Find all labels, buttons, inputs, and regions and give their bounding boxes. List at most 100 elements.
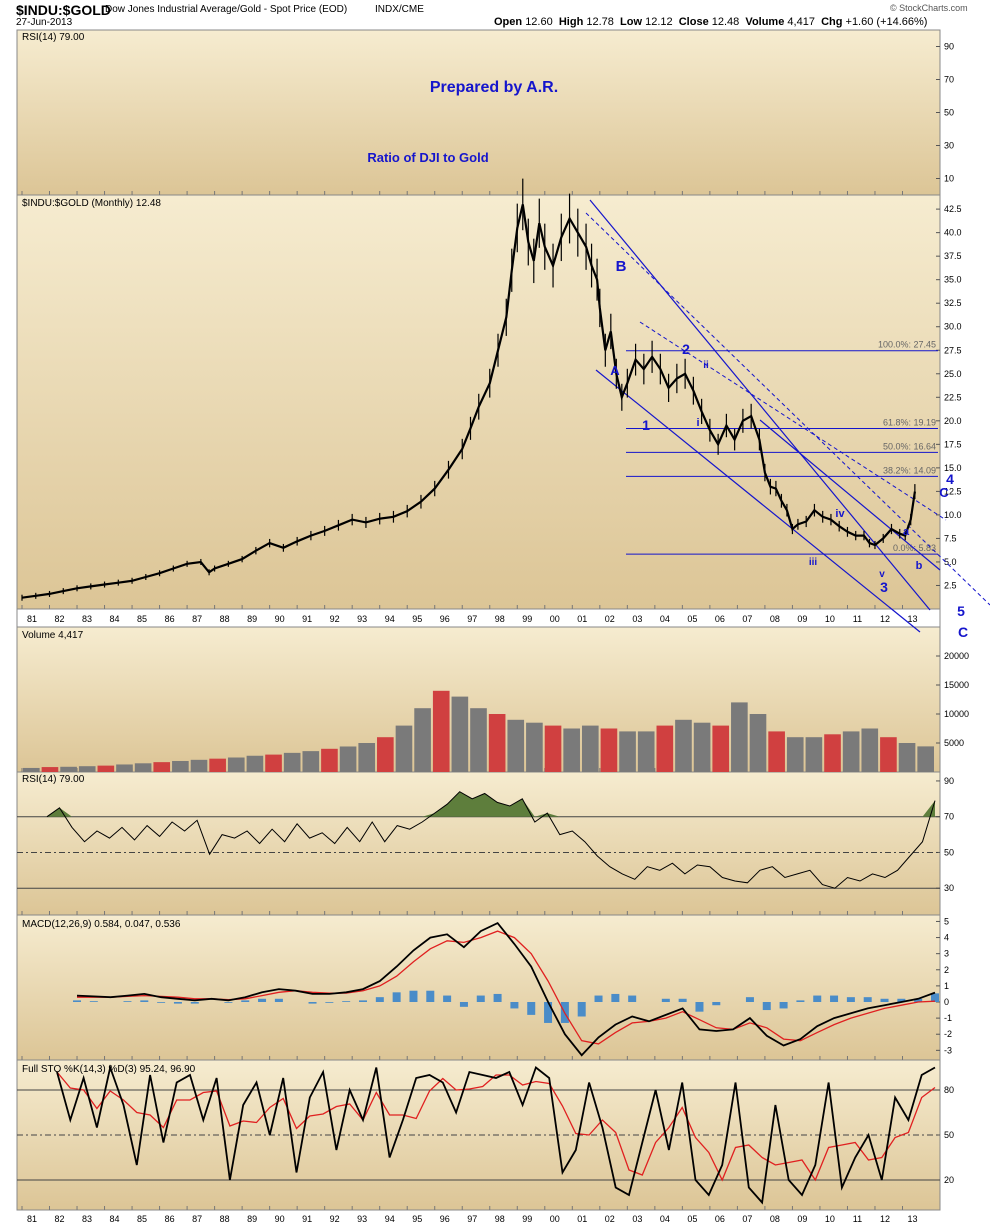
x-tick-label: 13 [907,614,917,624]
macd-histogram-bar [880,998,889,1002]
x-tick-label-bottom: 85 [137,1214,147,1224]
fib-level-label: 61.8%: 19.19 [883,417,936,427]
macd-histogram-bar [241,1000,250,1002]
wave-label: 1 [642,417,650,433]
volume-bar [805,737,823,772]
y-tick-label: 2 [944,965,949,975]
volume-bar [470,708,487,772]
x-tick-label-bottom: 08 [770,1214,780,1224]
wave-label: 5 [957,603,965,619]
y-tick-label: 5 [944,916,949,926]
y-tick-label: 70 [944,812,954,822]
volume-bar [321,748,338,772]
x-tick-label-bottom: 04 [660,1214,670,1224]
y-tick-label: 0 [944,997,949,1007]
macd-histogram-bar [493,993,502,1002]
x-tick-label: 81 [27,614,37,624]
macd-histogram-bar [157,1002,166,1003]
y-tick-label: 50 [944,108,954,118]
wave-label: a [903,526,910,538]
volume-bar [656,725,674,772]
macd-histogram-bar [527,1002,536,1015]
x-tick-label: 86 [165,614,175,624]
panel-full-sto [16,1059,941,1211]
volume-bar [544,725,562,772]
macd-histogram-bar [459,1002,468,1007]
x-tick-label-bottom: 11 [853,1214,862,1224]
panel-rsi-top [16,29,941,196]
y-tick-label: 90 [944,776,954,786]
x-tick-label-bottom: 86 [165,1214,175,1224]
y-tick-label: 32.5 [944,298,962,308]
y-tick-label: -1 [944,1013,952,1023]
volume-bar [395,725,413,772]
volume-bar [898,743,916,772]
exchange-label: INDX/CME [375,4,424,15]
macd-histogram-bar [863,997,872,1002]
x-tick-label-bottom: 13 [907,1214,917,1224]
volume-bar [712,725,730,772]
macd-histogram-bar [359,1000,367,1002]
y-tick-label: 35.0 [944,275,962,285]
sto-legend-label: Full STO %K(14,3) %D(3) 95.24, 96.90 [22,1064,196,1075]
volume-bar [581,725,599,772]
x-tick-label: 00 [550,614,560,624]
volume-bar [153,762,171,772]
x-tick-label: 92 [330,614,340,624]
trendline-upper [589,199,931,611]
volume-bar [675,719,692,772]
rsi-top-legend: RSI(14) 79.00 [22,32,85,43]
volume-bar [172,760,189,772]
volume-bar [41,767,59,772]
volume-bar [637,731,655,772]
volume-bar [749,714,767,772]
wave-label: A [610,363,620,378]
y-tick-label: 5.0 [944,557,957,567]
macd-histogram-bar [762,1002,771,1011]
volume-bar [209,758,226,772]
macd-histogram-bar [73,1000,81,1002]
wave-label: B [616,258,627,275]
change-value: +1.60 (+14.66%) [845,16,928,28]
macd-histogram-bar [375,997,384,1002]
wave-label: C [958,624,968,640]
y-tick-label: 70 [944,75,954,85]
volume-bar [358,743,376,772]
macd-histogram-bar [258,998,267,1002]
volume-bar [78,766,96,772]
x-tick-label-bottom: 81 [27,1214,37,1224]
y-tick-label: -3 [944,1045,952,1055]
y-tick-label: 25.0 [944,369,962,379]
macd-histogram-bar [796,1000,805,1002]
macd-histogram-bar [89,1001,98,1002]
macd-histogram-bar [426,990,435,1002]
volume-bar [227,757,245,772]
macd-histogram-bar [476,995,485,1002]
high-value: 12.78 [586,16,614,28]
open-value: 12.60 [525,16,553,28]
macd-histogram-bar [931,993,939,1002]
volume-bar [377,737,394,772]
y-tick-label: 30.0 [944,322,962,332]
volume-bar [880,737,897,772]
y-tick-label: 50 [944,1130,954,1140]
close-value: 12.48 [711,16,740,28]
x-tick-label-bottom: 07 [742,1214,752,1224]
volume-bar [432,690,450,772]
macd-histogram-bar [712,1002,721,1006]
volume-bar [786,737,804,772]
x-tick-label: 98 [495,614,505,624]
y-tick-label: 42.5 [944,204,962,214]
x-tick-label: 04 [660,614,670,624]
volume-bar [134,763,152,772]
macd-histogram-bar [577,1002,586,1017]
x-tick-label: 08 [770,614,780,624]
macd-histogram-bar [190,1002,199,1004]
macd-histogram-bar [695,1002,704,1012]
x-tick-label-bottom: 03 [632,1214,642,1224]
macd-histogram-bar [224,1002,233,1003]
x-tick-label-bottom: 83 [82,1214,92,1224]
x-tick-label: 10 [825,614,835,624]
panel-rsi [16,771,941,916]
volume-bar [563,728,580,772]
